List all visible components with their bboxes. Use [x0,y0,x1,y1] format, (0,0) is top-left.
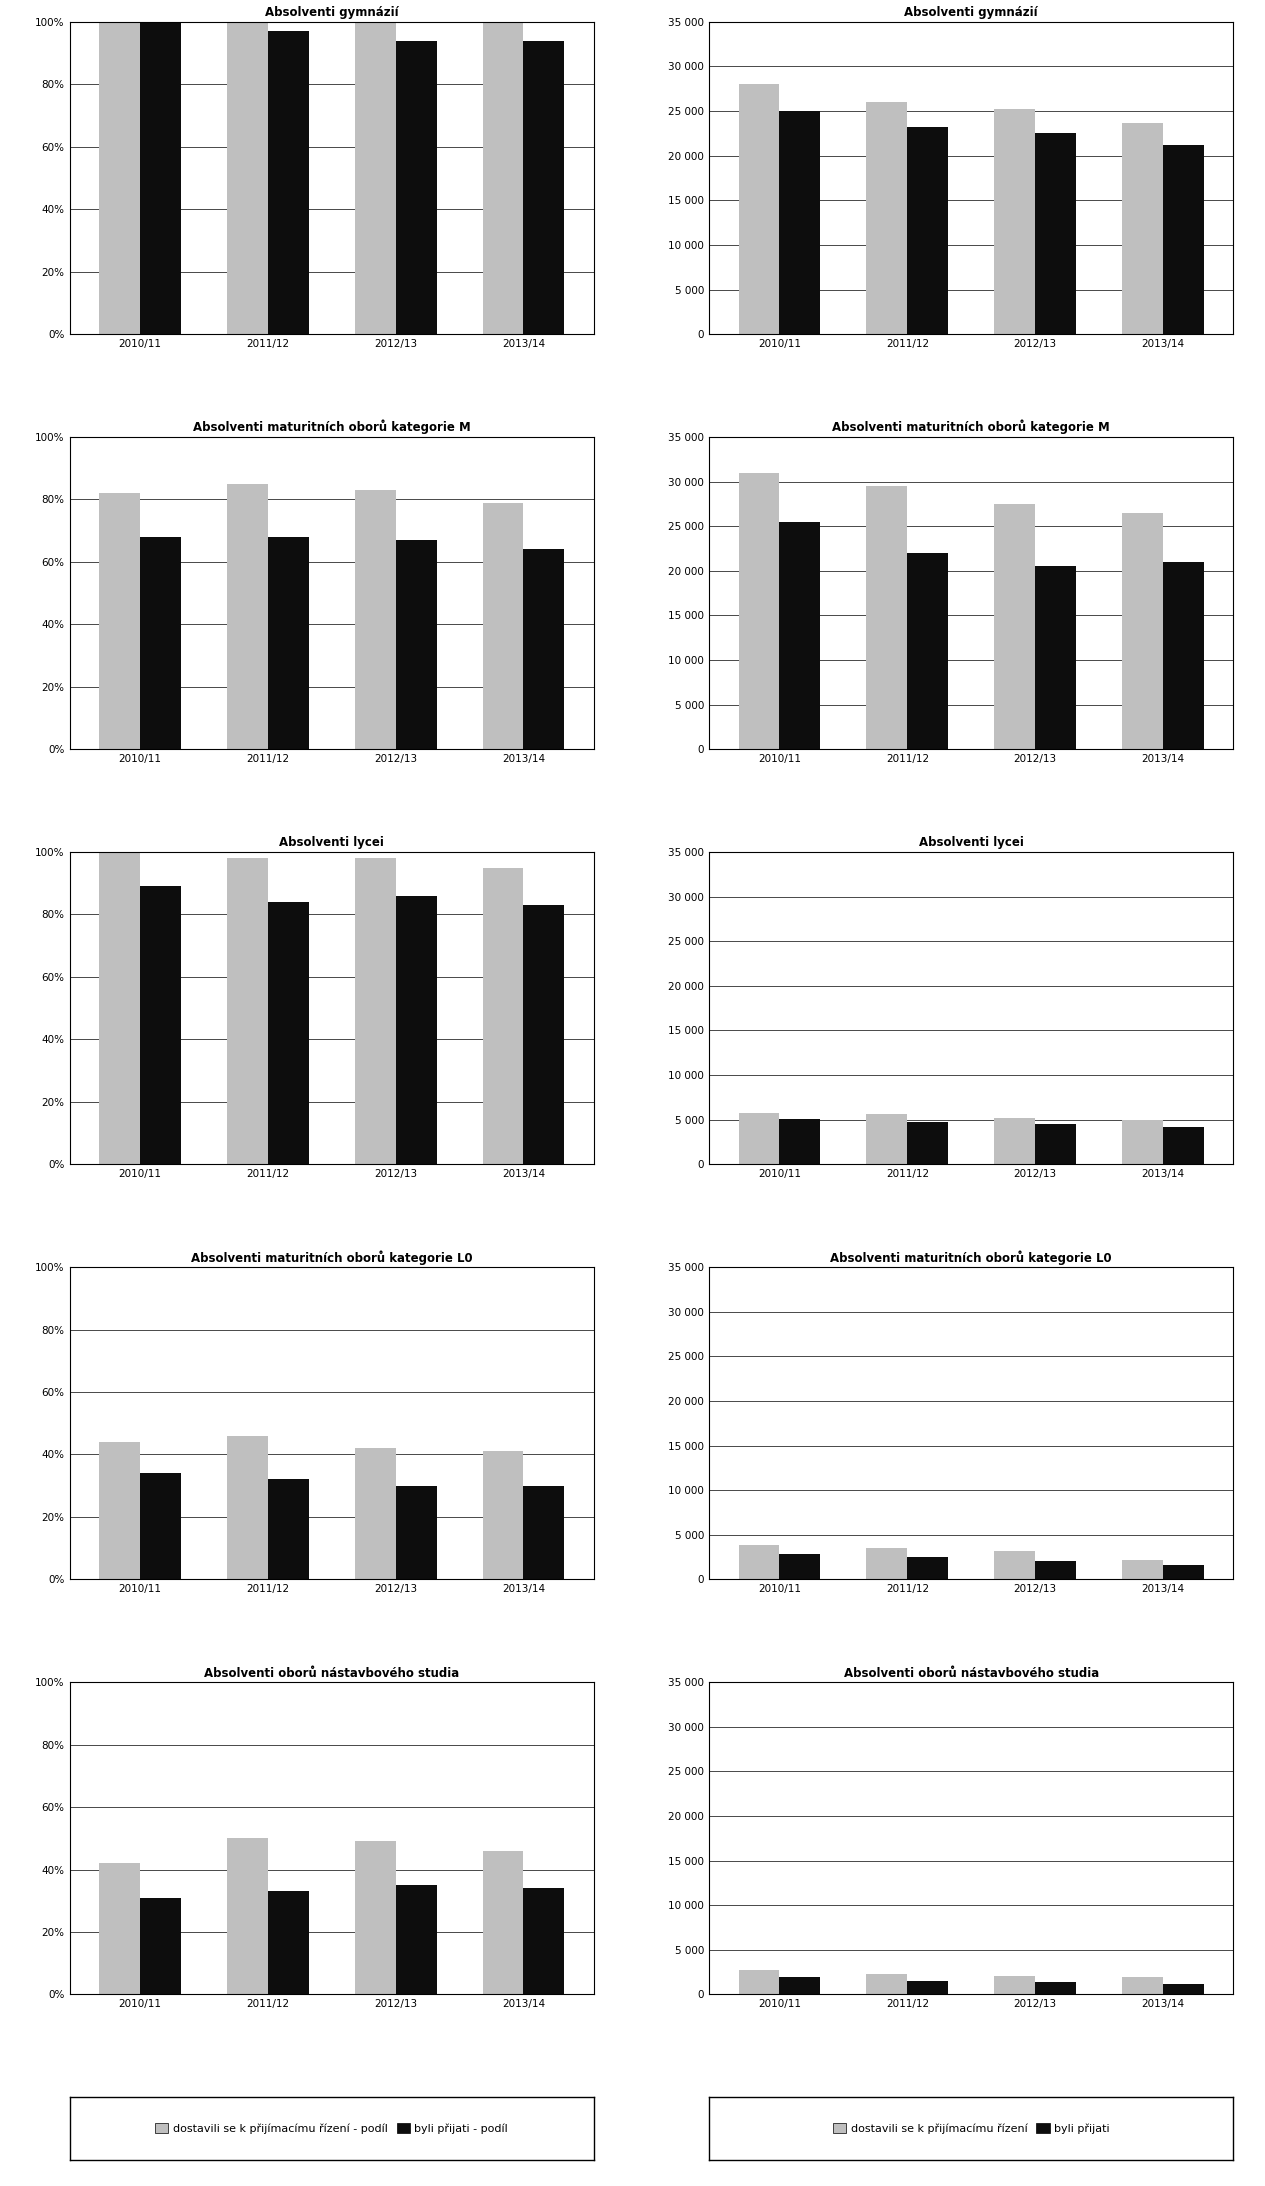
Bar [226,859,268,1165]
Bar [354,1841,396,1994]
Bar [779,1119,821,1165]
Bar [994,503,1035,750]
Bar [482,1452,524,1580]
Bar [354,22,396,334]
Bar [1122,514,1163,750]
Bar [1163,562,1204,750]
Bar [739,1113,779,1165]
Bar [1163,1126,1204,1165]
Bar [1122,122,1163,334]
Bar [994,1976,1035,1994]
Bar [867,103,907,334]
Bar [226,1838,268,1994]
Bar [140,538,181,750]
Bar [482,1852,524,1994]
Bar [524,905,564,1165]
Bar [482,22,524,334]
Title: Absolventi maturitních oborů kategorie M: Absolventi maturitních oborů kategorie M [192,420,471,435]
Bar [779,1554,821,1580]
Bar [140,1897,181,1994]
Bar [396,42,436,334]
Bar [739,472,779,750]
Bar [482,503,524,750]
Bar [867,1548,907,1580]
Bar [1035,1561,1077,1580]
Bar [268,903,309,1165]
Bar [739,1546,779,1580]
Bar [99,494,140,750]
Bar [1035,133,1077,334]
Bar [268,31,309,334]
Bar [226,1436,268,1580]
Bar [226,22,268,334]
Bar [524,1486,564,1580]
Title: Absolventi gymnázií: Absolventi gymnázií [904,7,1039,20]
Bar [99,1862,140,1994]
Bar [226,483,268,750]
Bar [396,540,436,750]
Bar [1122,1561,1163,1580]
Bar [140,1473,181,1580]
Bar [1122,1119,1163,1165]
Bar [524,549,564,750]
Bar [354,1449,396,1580]
Bar [396,1486,436,1580]
Bar [1122,1976,1163,1994]
Title: Absolventi maturitních oborů kategorie L0: Absolventi maturitních oborů kategorie L… [830,1250,1112,1264]
Bar [779,1976,821,1994]
Bar [907,1556,949,1580]
Bar [268,1891,309,1994]
Bar [994,1117,1035,1165]
Title: Absolventi oborů nástavbového studia: Absolventi oborů nástavbového studia [844,1666,1099,1679]
Bar [1035,1124,1077,1165]
Bar [1035,566,1077,750]
Bar [140,885,181,1165]
Bar [1163,1565,1204,1580]
Bar [482,868,524,1165]
Bar [867,1115,907,1165]
Bar [739,85,779,334]
Legend: dostavili se k přijímacímu řízení - podíl, byli přijati - podíl: dostavili se k přijímacímu řízení - podí… [149,2118,514,2140]
Bar [1163,1983,1204,1994]
Bar [907,1121,949,1165]
Title: Absolventi oborů nástavbového studia: Absolventi oborů nástavbového studia [204,1666,459,1679]
Bar [739,1970,779,1994]
Bar [99,22,140,334]
Bar [99,853,140,1165]
Title: Absolventi lycei: Absolventi lycei [280,837,385,850]
Bar [354,490,396,750]
Bar [396,1884,436,1994]
Bar [779,522,821,750]
Bar [268,538,309,750]
Bar [994,1550,1035,1580]
Bar [140,22,181,334]
Legend: dostavili se k přijímacímu řízení, byli přijati: dostavili se k přijímacímu řízení, byli … [827,2118,1116,2140]
Bar [907,553,949,750]
Title: Absolventi gymnázií: Absolventi gymnázií [264,7,398,20]
Bar [907,127,949,334]
Bar [1035,1983,1077,1994]
Bar [779,111,821,334]
Bar [1163,144,1204,334]
Bar [524,1889,564,1994]
Bar [354,859,396,1165]
Bar [524,42,564,334]
Title: Absolventi lycei: Absolventi lycei [918,837,1023,850]
Title: Absolventi maturitních oborů kategorie M: Absolventi maturitních oborů kategorie M [832,420,1111,435]
Bar [867,1974,907,1994]
Bar [907,1981,949,1994]
Bar [268,1480,309,1580]
Bar [867,485,907,750]
Bar [396,896,436,1165]
Bar [99,1443,140,1580]
Title: Absolventi maturitních oborů kategorie L0: Absolventi maturitních oborů kategorie L… [191,1250,473,1264]
Bar [994,109,1035,334]
